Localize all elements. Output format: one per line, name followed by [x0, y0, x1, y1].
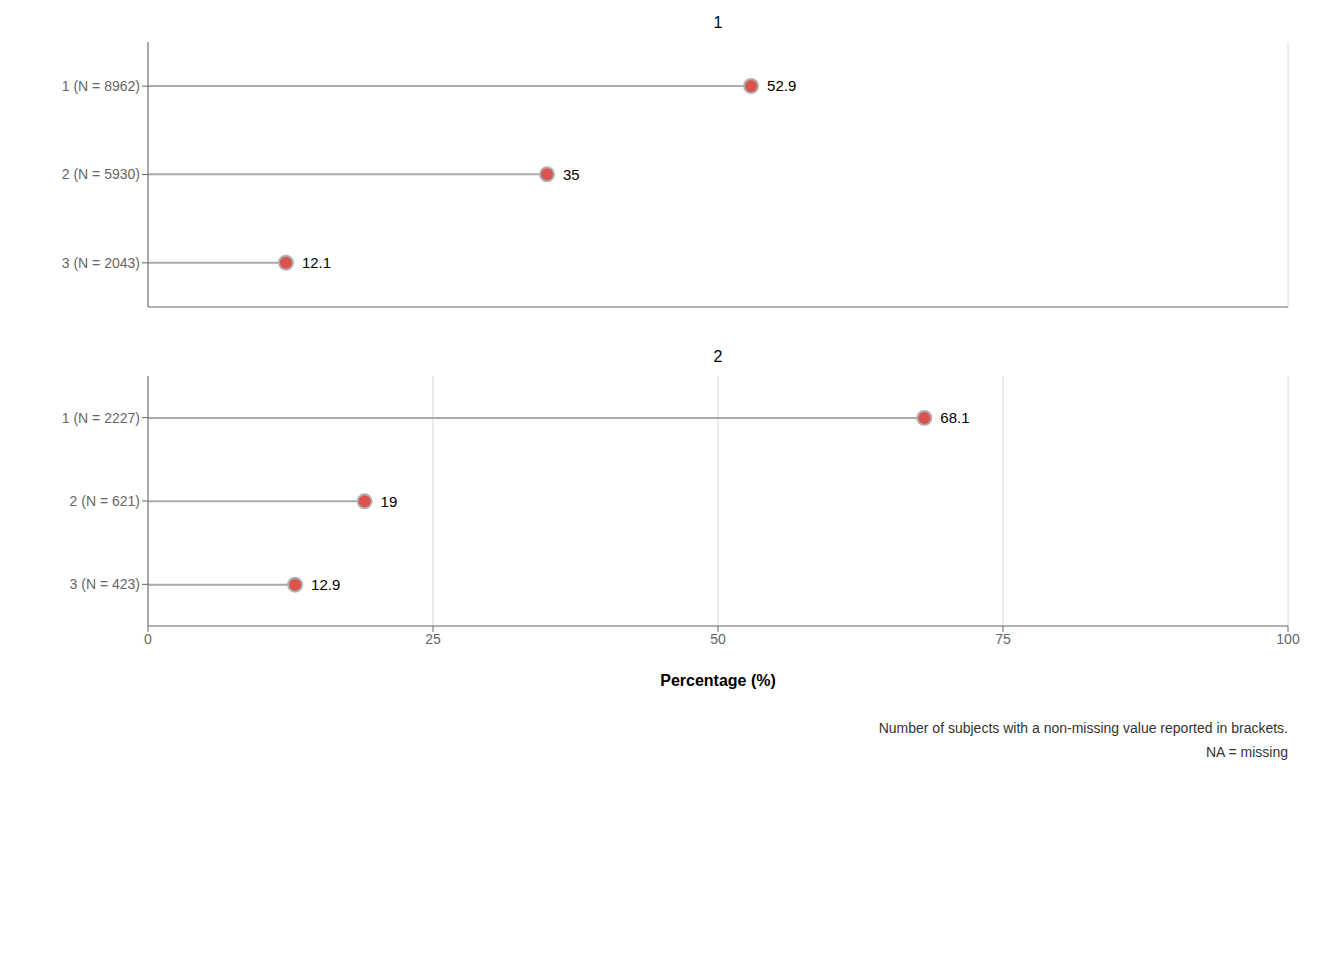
svg-text:12.1: 12.1	[302, 254, 331, 271]
svg-text:2 (N = 5930): 2 (N = 5930)	[62, 166, 140, 182]
svg-text:100: 100	[1276, 631, 1300, 647]
svg-text:52.9: 52.9	[767, 77, 796, 94]
svg-text:50: 50	[710, 631, 726, 647]
svg-text:2 (N = 621): 2 (N = 621)	[70, 493, 140, 509]
html-text:Number of subjects with a non-: Number of subjects with a non-missing va…	[878, 720, 1288, 736]
svg-text:3 (N = 423): 3 (N = 423)	[70, 576, 140, 592]
svg-text:25: 25	[425, 631, 441, 647]
svg-text:Percentage (%): Percentage (%)	[660, 672, 776, 689]
html-text:1: 1	[713, 14, 723, 31]
svg-text:35: 35	[563, 166, 580, 183]
svg-text:0: 0	[144, 631, 152, 647]
svg-text:75: 75	[995, 631, 1011, 647]
svg-text:1 (N = 8962): 1 (N = 8962)	[62, 78, 140, 94]
svg-text:68.1: 68.1	[940, 409, 969, 426]
svg-text:12.9: 12.9	[311, 576, 340, 593]
svg-text:19: 19	[381, 493, 398, 510]
svg-text:3 (N = 2043): 3 (N = 2043)	[62, 255, 140, 271]
html-text:2: 2	[713, 348, 723, 365]
html-text:NA = missing: NA = missing	[1205, 744, 1288, 760]
svg-text:1 (N = 2227): 1 (N = 2227)	[62, 410, 140, 426]
